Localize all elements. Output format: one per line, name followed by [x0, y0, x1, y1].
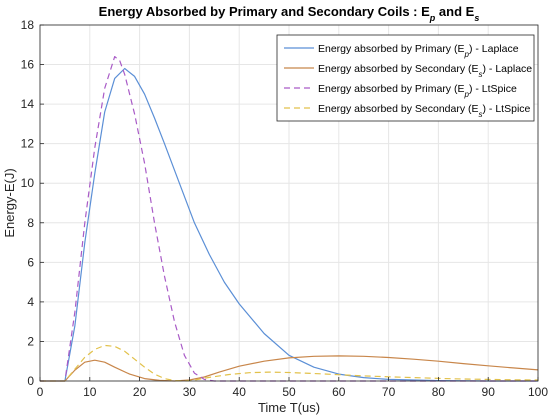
series-line-1	[40, 355, 539, 382]
y-tick-label-1: 2	[27, 334, 34, 348]
y-tick-label-4: 8	[27, 216, 34, 230]
legend-label-3-part-2: ) - LtSpice	[483, 103, 531, 115]
legend-label-3-part-1: s	[479, 110, 483, 119]
legend-label-1-part-1: s	[479, 70, 483, 79]
series-line-2	[40, 56, 538, 382]
series-lines	[40, 56, 539, 382]
legend-label-2: Energy absorbed by Primary (Ep) - LtSpic…	[318, 83, 517, 99]
tick-labels: 0 10 20 30 40 50 60 70 80 90 100 0 2 4 6 8 10 12 14 16 18	[21, 18, 549, 399]
x-tick-label-1: 10	[83, 385, 97, 399]
x-tick-label-10: 100	[528, 385, 548, 399]
legend-label-2-part-1: p	[463, 90, 469, 99]
y-tick-label-0: 0	[27, 374, 34, 388]
legend-label-3-part-0: Energy absorbed by Secondary (E	[318, 103, 479, 115]
y-tick-label-6: 12	[21, 137, 35, 151]
y-axis-label: Energy-E(J)	[2, 168, 17, 237]
legend-label-1-part-2: ) - Laplace	[483, 63, 533, 75]
legend-label-1-part-0: Energy absorbed by Secondary (E	[318, 63, 479, 75]
legend-label-3: Energy absorbed by Secondary (Es) - LtSp…	[318, 103, 531, 119]
legend-label-0-part-1: p	[463, 50, 469, 59]
chart-title-part-2: and E	[435, 4, 474, 19]
legend: Energy absorbed by Primary (Ep) - Laplac…	[276, 34, 535, 122]
x-tick-label-8: 80	[432, 385, 446, 399]
x-tick-label-4: 40	[233, 385, 247, 399]
legend-label-0-part-2: ) - Laplace	[469, 43, 519, 55]
x-tick-label-7: 70	[382, 385, 396, 399]
x-tick-label-0: 0	[37, 385, 44, 399]
x-tick-label-5: 50	[282, 385, 296, 399]
x-tick-label-9: 90	[482, 385, 496, 399]
chart-title: Energy Absorbed by Primary and Secondary…	[99, 4, 480, 23]
chart-title-part-3: s	[474, 13, 479, 23]
x-tick-label-2: 20	[133, 385, 147, 399]
legend-label-2-part-0: Energy absorbed by Primary (E	[318, 83, 464, 95]
legend-label-1: Energy absorbed by Secondary (Es) - Lapl…	[318, 63, 532, 79]
x-tick-label-6: 60	[332, 385, 346, 399]
chart-title-part-0: Energy Absorbed by Primary and Secondary…	[99, 4, 430, 19]
x-axis-label: Time T(us)	[258, 400, 320, 415]
legend-label-0: Energy absorbed by Primary (Ep) - Laplac…	[318, 43, 519, 59]
y-tick-label-8: 16	[21, 58, 35, 72]
y-tick-label-2: 4	[27, 295, 34, 309]
y-tick-label-5: 10	[21, 176, 35, 190]
legend-label-2-part-2: ) - LtSpice	[469, 83, 517, 95]
chart-title-part-1: p	[429, 13, 436, 23]
legend-label-0-part-0: Energy absorbed by Primary (E	[318, 43, 464, 55]
y-tick-label-7: 14	[21, 97, 35, 111]
x-tick-label-3: 30	[183, 385, 197, 399]
series-line-0	[40, 67, 538, 382]
series-line-3	[40, 344, 539, 382]
legend-box	[276, 34, 535, 122]
y-tick-label-3: 6	[27, 255, 34, 269]
y-tick-label-9: 18	[21, 18, 35, 32]
